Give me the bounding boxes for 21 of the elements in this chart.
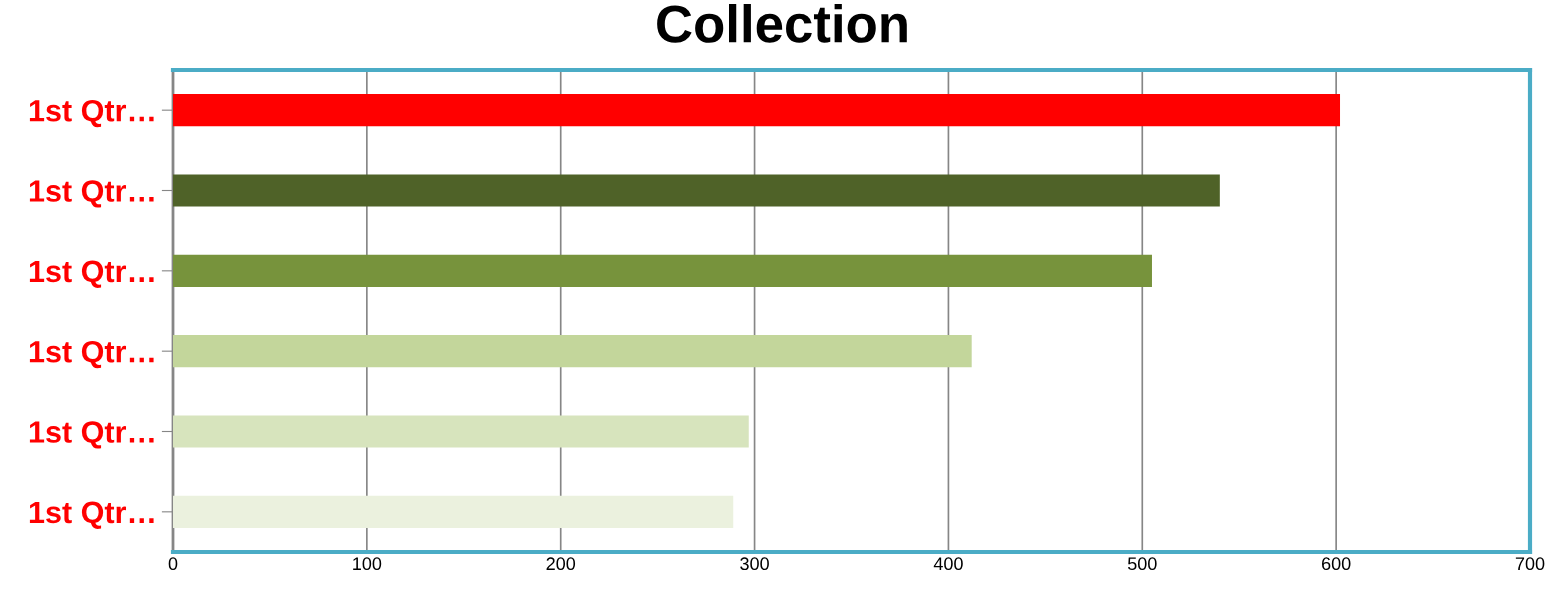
bar	[173, 495, 734, 528]
x-tick-label: 600	[1322, 557, 1351, 571]
bar	[173, 335, 972, 368]
y-tick-label: 1st Qtr…	[29, 99, 154, 128]
x-tick-label: 200	[546, 557, 576, 571]
x-tick-label: 700	[1515, 557, 1545, 571]
x-tick-label: 300	[740, 557, 769, 571]
bar	[173, 415, 749, 448]
x-tick-label: 400	[933, 557, 963, 571]
x-tick-label: 0	[168, 557, 178, 571]
y-tick-label: 1st Qtr…	[29, 340, 154, 369]
x-tick-label: 100	[353, 557, 382, 571]
bar	[173, 94, 1341, 127]
y-tick-label: 1st Qtr…	[29, 421, 154, 449]
y-tick-label: 1st Qtr…	[29, 260, 154, 288]
y-tick-label: 1st Qtr…	[29, 180, 154, 208]
y-tick-label: 1st Qtr…	[29, 501, 154, 529]
bar	[173, 174, 1220, 207]
chart-title: Collection	[657, 4, 907, 43]
x-tick-label: 500	[1127, 557, 1157, 571]
bar	[173, 254, 1152, 287]
